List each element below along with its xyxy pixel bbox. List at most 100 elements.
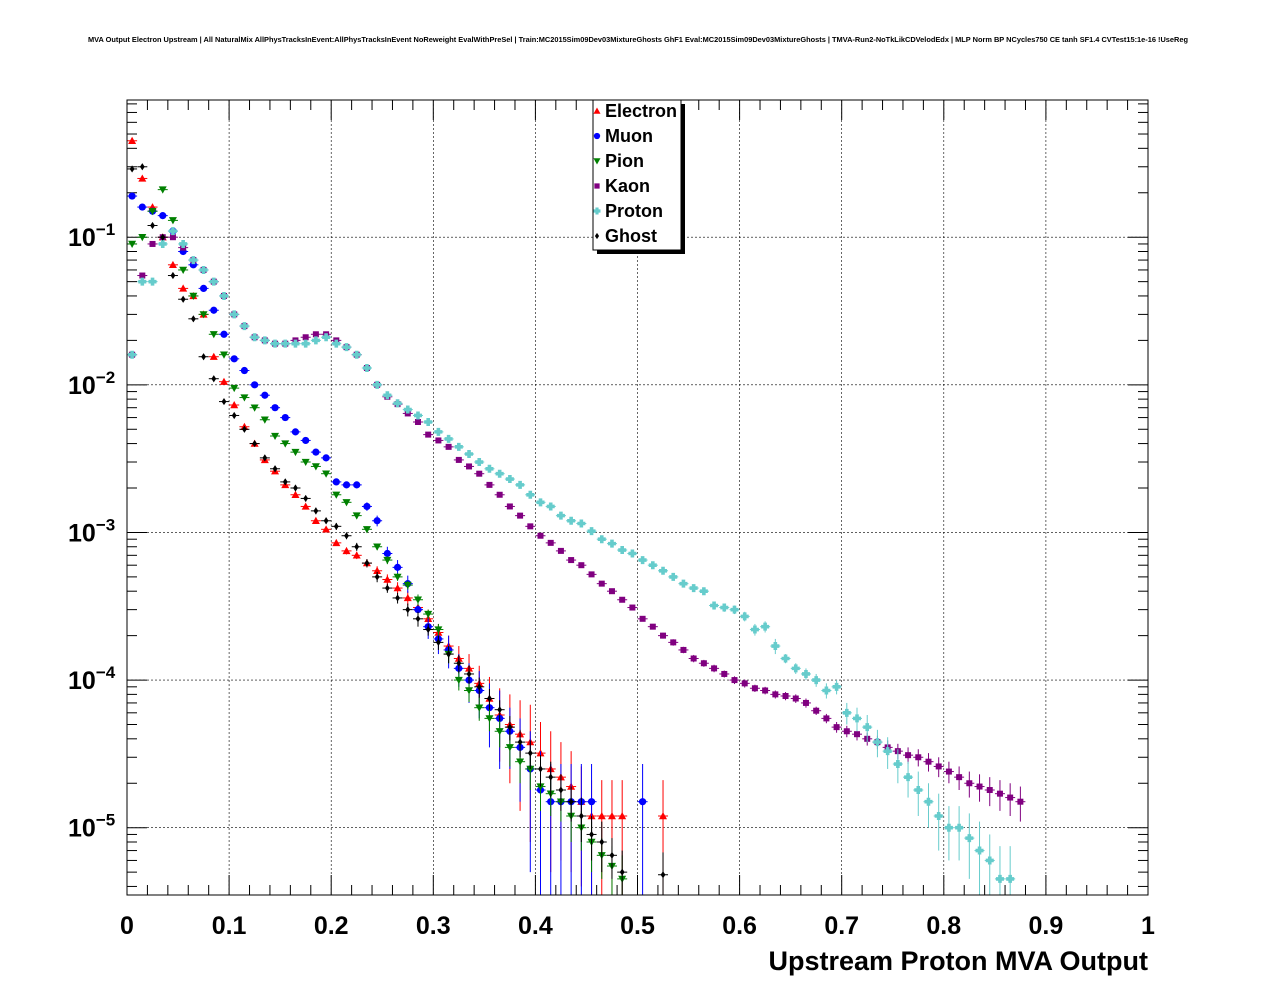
data-point <box>272 465 278 473</box>
data-point <box>966 780 973 787</box>
data-point <box>536 498 545 507</box>
legend-label-pion: Pion <box>605 151 644 171</box>
data-point <box>720 603 729 612</box>
data-point <box>507 723 513 731</box>
data-point <box>373 543 382 551</box>
data-point <box>322 454 330 462</box>
data-point <box>1006 874 1015 883</box>
data-point <box>291 428 300 436</box>
data-point <box>944 823 953 832</box>
data-point <box>242 425 247 433</box>
data-point <box>301 502 310 510</box>
data-point <box>925 758 932 765</box>
data-point <box>159 212 167 220</box>
data-point <box>546 502 555 511</box>
data-point <box>996 790 1003 797</box>
data-point <box>415 615 421 623</box>
data-point <box>342 481 351 489</box>
data-point <box>221 397 227 406</box>
data-point <box>425 625 431 634</box>
data-point <box>344 532 349 540</box>
data-point <box>353 481 361 489</box>
chart-title: MVA Output Electron Upstream | All Natur… <box>87 35 1188 44</box>
data-point <box>975 846 984 855</box>
data-point <box>538 765 543 773</box>
data-point <box>282 478 288 486</box>
data-point <box>985 856 994 865</box>
data-point <box>527 749 533 757</box>
data-point <box>648 561 657 570</box>
data-point <box>271 339 280 348</box>
data-point <box>956 774 963 781</box>
legend-label-ghost: Ghost <box>605 226 657 246</box>
legend-marker-proton <box>593 207 601 215</box>
data-point <box>364 559 370 567</box>
data-point <box>403 405 412 414</box>
data-point <box>567 516 576 525</box>
data-point <box>393 563 402 571</box>
data-point <box>589 830 594 839</box>
data-point <box>761 622 770 631</box>
data-point <box>446 650 452 658</box>
data-point <box>128 136 137 144</box>
data-point <box>740 612 749 621</box>
data-point <box>405 606 411 614</box>
data-point <box>700 660 707 667</box>
data-point <box>608 588 615 595</box>
data-point <box>261 391 269 399</box>
data-point <box>618 546 627 555</box>
data-point <box>281 440 290 448</box>
data-point <box>924 797 933 806</box>
data-point <box>476 683 482 691</box>
data-point <box>699 587 708 596</box>
data-point <box>496 491 503 498</box>
data-point <box>670 639 677 646</box>
x-tick-label: 0.2 <box>314 912 349 940</box>
legend-marker-pion <box>593 158 601 165</box>
y-tick-label: 10−2 <box>68 368 115 400</box>
series-layer <box>127 136 1026 895</box>
data-point <box>772 691 779 698</box>
data-point <box>138 203 146 211</box>
x-tick-label: 0.3 <box>416 912 451 940</box>
data-point <box>129 165 135 173</box>
x-tick-label: 1 <box>1141 912 1155 940</box>
data-point <box>721 670 728 677</box>
data-point <box>456 659 462 667</box>
data-point <box>199 284 208 292</box>
data-point <box>403 581 412 590</box>
data-point <box>832 682 841 691</box>
data-point <box>139 272 146 279</box>
data-point <box>690 655 697 662</box>
data-point <box>271 432 280 441</box>
data-point <box>597 535 606 544</box>
data-point <box>150 221 155 230</box>
data-point <box>986 787 993 794</box>
data-point <box>537 532 544 539</box>
data-point <box>301 339 310 348</box>
data-point <box>260 416 269 424</box>
data-point <box>209 352 218 360</box>
data-point <box>495 728 504 736</box>
data-point <box>332 491 341 499</box>
data-point <box>301 458 310 467</box>
data-point <box>302 436 310 445</box>
legend-label-electron: Electron <box>605 101 677 121</box>
data-point <box>158 186 167 194</box>
data-point <box>291 448 300 457</box>
data-point <box>169 234 176 241</box>
data-point <box>813 707 820 714</box>
data-point <box>179 239 188 248</box>
data-point <box>342 499 351 507</box>
data-point <box>322 470 331 478</box>
data-point <box>313 507 319 515</box>
data-point <box>434 427 443 436</box>
data-point <box>466 463 473 470</box>
data-point <box>168 227 177 236</box>
data-point <box>476 470 483 477</box>
data-point <box>219 351 228 359</box>
data-point <box>384 584 390 592</box>
data-point <box>210 306 218 314</box>
data-point <box>363 502 371 511</box>
data-point <box>138 234 147 242</box>
